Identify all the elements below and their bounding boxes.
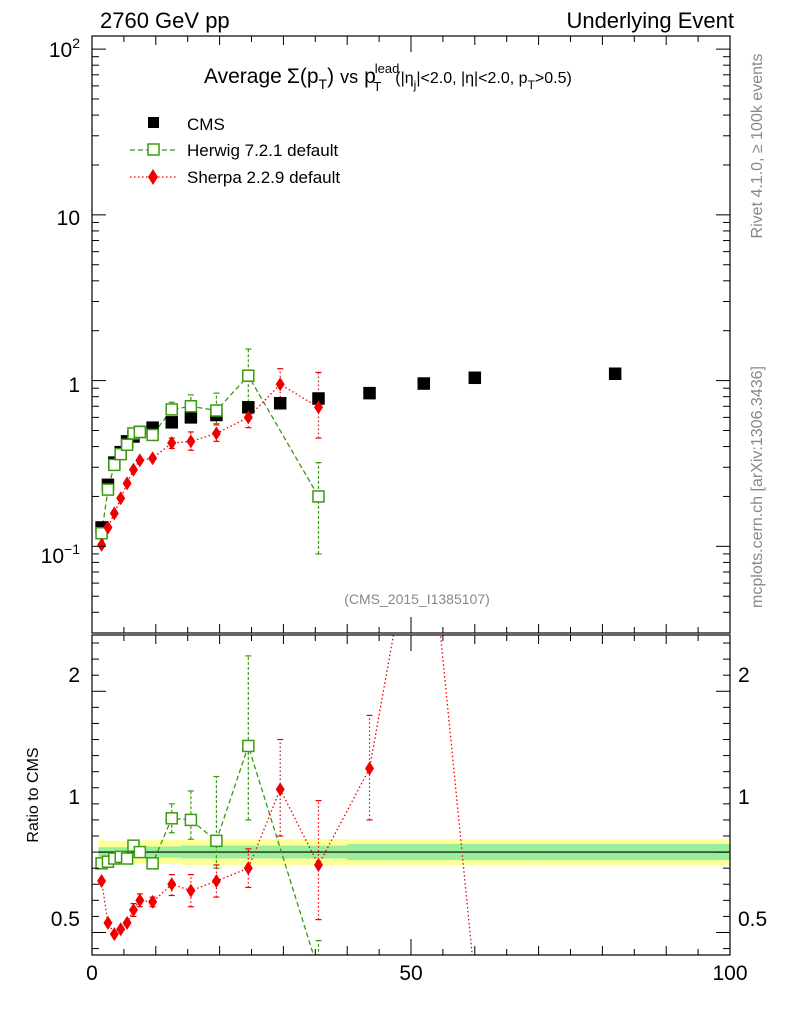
rivet-label: Rivet 4.1.0, ≥ 100k events	[749, 54, 766, 239]
herwig-point	[120, 438, 134, 452]
uncertainty-band	[98, 839, 730, 865]
herwig-point	[101, 483, 115, 496]
ratio-ytick-0.5: 0.5	[51, 908, 80, 931]
sherpa-ratio-point	[103, 915, 113, 930]
sherpa-ratio-point	[122, 915, 132, 930]
ratio-ytick-2: 2	[68, 664, 80, 687]
ytick-label-0.1: 10−1	[41, 541, 81, 568]
herwig-point	[210, 404, 223, 417]
legend-cms-marker	[148, 117, 159, 128]
cms-point	[165, 416, 178, 429]
cms-point	[363, 386, 376, 400]
ratio-plot-frame	[91, 634, 731, 956]
ratio-ytick-right-1: 1	[738, 786, 750, 809]
herwig-point	[312, 490, 325, 503]
herwig-ratio-point	[127, 839, 140, 852]
xtick-100: 100	[712, 962, 747, 985]
main-plot-data	[95, 348, 622, 555]
herwig-point	[133, 425, 147, 439]
ratio-ytick-right-0.5: 0.5	[738, 908, 767, 931]
herwig-ratio-point	[133, 845, 147, 859]
sherpa-point	[313, 400, 323, 415]
sherpa-ratio-line	[100, 635, 473, 955]
sherpa-point	[103, 520, 113, 535]
cms-point	[468, 371, 482, 385]
sherpa-ratio-point	[243, 861, 253, 876]
sherpa-point	[97, 537, 107, 552]
sherpa-ratio-point	[365, 761, 375, 776]
sherpa-ratio-point	[186, 883, 196, 898]
sherpa-point	[135, 453, 145, 468]
sherpa-point	[148, 451, 158, 466]
sherpa-ratio-point	[275, 782, 285, 797]
sherpa-point	[128, 462, 138, 477]
analysis-label: Underlying Event	[566, 8, 734, 33]
energy-label: 2760 GeV pp	[100, 8, 230, 33]
sherpa-point	[109, 506, 119, 521]
ytick-label-1: 1	[68, 374, 80, 397]
analysis-watermark: (CMS_2015_I1385107)	[344, 591, 490, 607]
sherpa-ratio-point	[470, 974, 479, 988]
sherpa-point	[122, 476, 132, 491]
herwig-point	[242, 369, 255, 382]
xtick-0: 0	[86, 962, 98, 985]
ratio-ytick-1: 1	[68, 786, 80, 809]
mcplots-label: mcplots.cern.ch [arXiv:1306.3436]	[749, 366, 766, 608]
sherpa-ratio-point	[128, 902, 138, 917]
axis-ticks	[91, 36, 731, 955]
legend-cms-label: CMS	[187, 115, 225, 134]
ratio-ytick-right-2: 2	[738, 664, 750, 687]
herwig-point	[108, 458, 121, 472]
plot-title: Average Σ(pT) vs plead T (|ηj|<2.0, |η|<2.0, …	[204, 61, 572, 94]
sherpa-point	[167, 436, 177, 451]
cms-point	[608, 367, 622, 380]
cms-point	[184, 411, 198, 424]
legend-sherpa-marker	[148, 169, 158, 185]
sherpa-ratio-point	[135, 893, 145, 908]
sherpa-point	[186, 434, 196, 449]
herwig-ratio-point	[146, 857, 159, 870]
legend-sherpa-label: Sherpa 2.2.9 default	[187, 168, 340, 187]
herwig-ratio-point	[242, 739, 255, 753]
herwig-ratio-point	[184, 813, 198, 827]
sherpa-point	[275, 377, 285, 392]
sherpa-ratio-point	[211, 874, 221, 889]
ratio-axis-title: Ratio to CMS	[25, 747, 42, 842]
sherpa-point	[243, 410, 253, 425]
herwig-ratio-point	[120, 852, 134, 865]
ratio-plot-data	[95, 459, 479, 988]
sherpa-ratio-point	[167, 877, 177, 892]
herwig-point	[184, 400, 198, 413]
sherpa-ratio-point	[109, 927, 119, 942]
ytick-label-100: 102	[49, 35, 80, 62]
cms-point	[417, 377, 431, 390]
herwig-point	[146, 428, 159, 442]
sherpa-point	[211, 426, 221, 441]
sherpa-ratio-point	[148, 894, 158, 909]
legend-herwig-marker	[147, 143, 160, 156]
herwig-ratio-point	[313, 966, 324, 977]
sherpa-ratio-point	[97, 874, 107, 889]
xtick-50: 50	[399, 962, 422, 985]
sherpa-ratio-point	[419, 459, 428, 473]
sherpa-ratio-point	[313, 857, 323, 872]
herwig-ratio-point	[210, 834, 223, 848]
herwig-point	[165, 403, 178, 416]
sherpa-point	[116, 491, 126, 506]
cms-point	[273, 397, 287, 410]
ytick-label-10: 10	[57, 207, 80, 230]
herwig-point	[114, 447, 127, 461]
legend-herwig-label: Herwig 7.2.1 default	[187, 141, 338, 160]
sherpa-ratio-point	[116, 922, 126, 937]
herwig-ratio-point	[165, 812, 178, 825]
legend: CMS Herwig 7.2.1 default Sherpa 2.2.9 de…	[130, 115, 340, 187]
